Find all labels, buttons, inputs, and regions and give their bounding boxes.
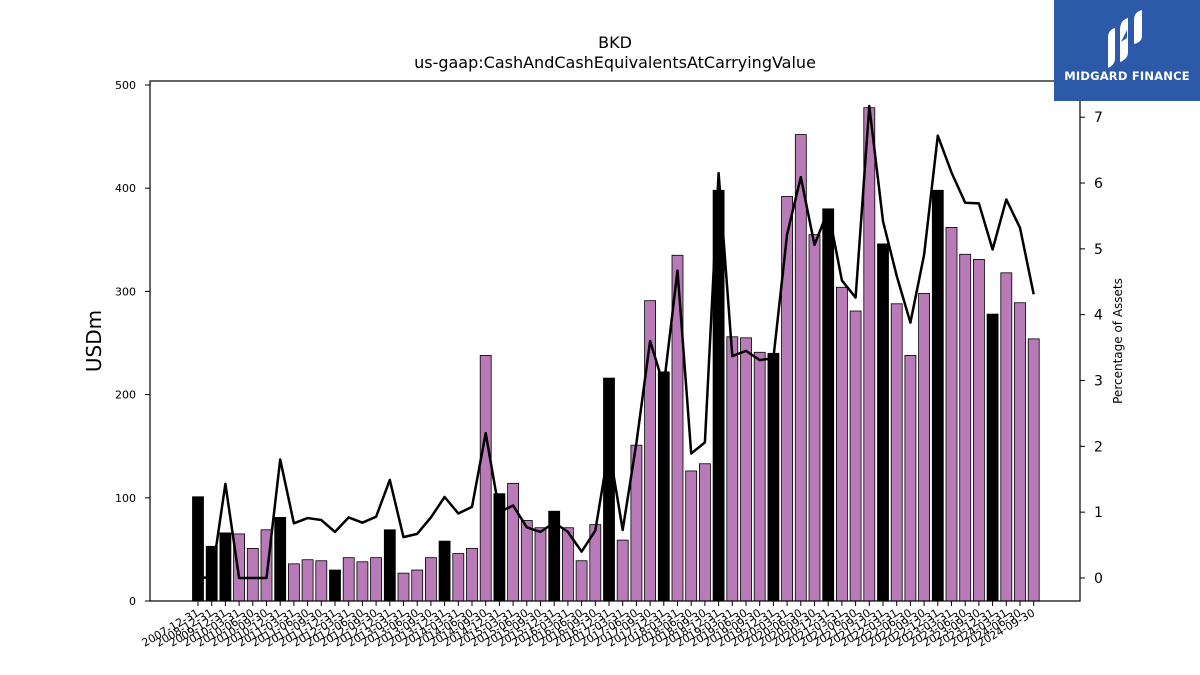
bar-quarter [794,134,807,602]
bar-quarter [315,560,328,602]
bar-annual [219,532,232,602]
x-axis: 2007-12-312008-12-312009-12-312010-03-31… [140,601,1037,650]
y2-tick-label: 1 [1094,505,1103,521]
bar-quarter [945,227,958,602]
bar-annual [822,208,835,602]
y2-axis-label: Percentage of Assets [1111,278,1125,404]
bar-quarter [1027,338,1040,602]
logo-brand-text: MIDGARD FINANCE [1064,69,1190,83]
bar-quarter [507,482,520,602]
y-tick-label: 0 [129,595,136,608]
bar-annual [986,313,999,602]
y-axis-right: 0 1 2 3 4 5 6 7 [1080,110,1103,587]
bar-quarter [411,569,424,602]
y2-tick-label: 7 [1094,110,1103,126]
bar-annual [274,517,287,602]
bar-quarter [342,557,355,602]
bar-quarter [466,547,478,602]
bar-quarter [959,253,972,602]
bar-annual [877,243,889,602]
bar-quarter [699,463,711,602]
bar-quarter [520,520,533,602]
y-tick-label: 200 [115,389,136,402]
y-tick-label: 400 [115,182,136,195]
bar-annual [767,352,780,602]
bar-quarter [616,539,629,602]
bar-annual [438,540,451,602]
bar-quarter [287,563,300,602]
bar-quarter [246,547,259,602]
bar-quarter [575,560,588,602]
bar-annual [192,496,204,602]
bar-quarter [1014,302,1026,602]
plot-frame [149,80,1081,602]
bar-quarter [534,527,547,602]
bar-quarter [424,557,437,602]
bar-annual [603,377,615,602]
bar-annual [383,529,396,602]
midgard-finance-logo: MIDGARD FINANCE [1054,0,1200,101]
line-series [197,104,1035,580]
bar-quarter [726,336,739,602]
bar-quarter [397,572,410,602]
bar-quarter [685,470,698,602]
bar-quarter [753,351,766,602]
bar-quarter [452,553,465,602]
y2-tick-label: 2 [1094,439,1103,455]
chart-subtitle: us-gaap:CashAndCashEquivalentsAtCarrying… [414,53,816,72]
bar-quarter [808,234,821,602]
bar-series [192,107,1040,602]
y2-tick-label: 5 [1094,242,1103,258]
bar-quarter [973,259,985,602]
bar-quarter [890,303,903,602]
bar-quarter [918,293,930,602]
chart-title: BKD [598,33,632,52]
y-tick-label: 100 [115,492,136,505]
bar-quarter [740,337,752,602]
bar-annual [931,189,944,602]
bar-quarter [863,107,876,602]
bar-quarter [904,354,917,602]
bar-quarter [836,286,848,602]
midgard-logo-icon [1108,10,1142,68]
bar-quarter [1000,272,1013,602]
y2-tick-label: 0 [1094,571,1103,587]
bar-quarter [781,196,793,602]
bar-annual [329,569,341,602]
y-axis-label: USDm [82,310,106,372]
y2-tick-label: 6 [1094,176,1103,192]
percentage-line [197,104,1035,580]
y-axis-left: 0 100 200 300 400 500 [115,79,150,608]
bar-quarter [479,354,492,602]
bar-annual [657,371,670,602]
y2-tick-label: 3 [1094,373,1103,389]
bar-quarter [356,561,369,602]
y-tick-label: 500 [115,79,136,92]
y2-tick-label: 4 [1094,308,1103,324]
bar-quarter [849,310,862,602]
y-tick-label: 300 [115,285,136,298]
bar-quarter [301,559,314,602]
bar-quarter [370,557,383,602]
